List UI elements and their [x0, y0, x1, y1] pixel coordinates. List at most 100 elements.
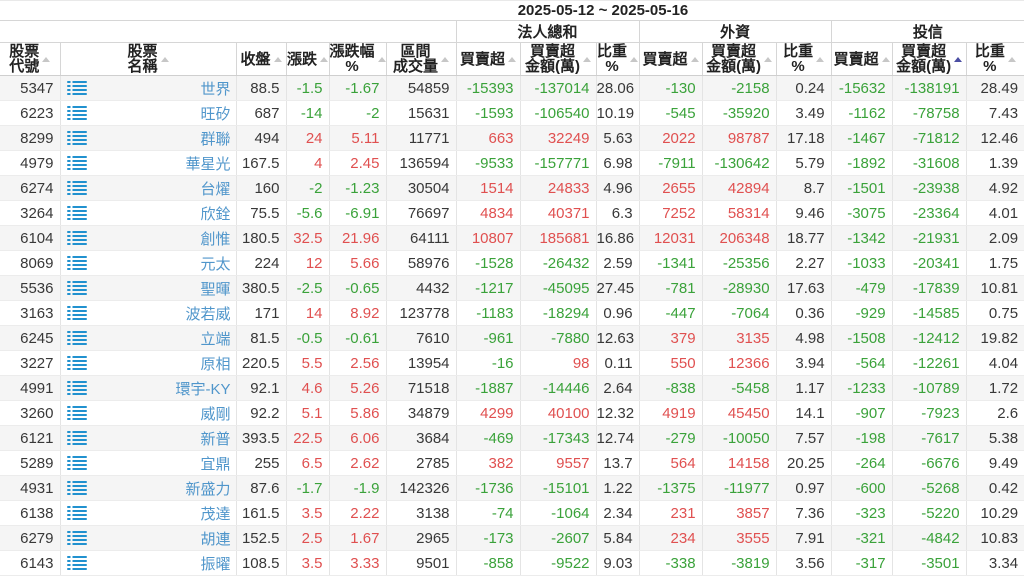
period-volume: 3684: [385, 425, 457, 451]
institutional-weight: 4.96: [595, 175, 640, 201]
stock-name-link[interactable]: 環宇-KY: [175, 380, 231, 398]
trust-amount: -23364: [891, 200, 967, 226]
list-icon[interactable]: [66, 380, 87, 396]
list-icon[interactable]: [66, 205, 87, 221]
col-header-foreign-net[interactable]: 買賣超: [638, 42, 703, 76]
sort-icon[interactable]: [1007, 56, 1016, 62]
foreign-net: 2022: [638, 125, 703, 151]
stock-name-link[interactable]: 波若威: [185, 305, 231, 323]
col-header-change-percent[interactable]: 漲跌幅%: [328, 42, 386, 76]
list-icon[interactable]: [66, 105, 87, 121]
price-change: 4.6: [285, 375, 329, 401]
stock-name-link[interactable]: 茂達: [200, 505, 231, 523]
list-icon[interactable]: [66, 430, 87, 446]
col-header-volume[interactable]: 區間 成交量: [385, 42, 457, 76]
trust-amount: -5268: [891, 475, 967, 501]
close-price: 92.1: [235, 375, 286, 401]
foreign-weight: 14.1: [775, 400, 832, 426]
institutional-net: 1514: [455, 175, 521, 201]
trust-net: -264: [830, 450, 893, 476]
price-change-percent: 5.66: [328, 250, 386, 276]
stock-name-link[interactable]: 立端: [200, 330, 231, 348]
institutional-weight: 12.74: [595, 425, 640, 451]
close-price: 494: [235, 125, 286, 151]
stock-name-link[interactable]: 新盛力: [185, 480, 231, 498]
stock-name-link[interactable]: 威剛: [200, 405, 231, 423]
trust-weight: 1.72: [965, 375, 1024, 401]
close-price: 152.5: [235, 525, 286, 551]
foreign-weight: 9.46: [775, 200, 832, 226]
institutional-net: 4299: [455, 400, 521, 426]
col-header-close[interactable]: 收盤: [235, 42, 286, 76]
trust-amount: -4842: [891, 525, 967, 551]
sort-icon[interactable]: [160, 56, 169, 62]
sort-icon[interactable]: [42, 56, 51, 62]
list-icon[interactable]: [66, 480, 87, 496]
sort-icon[interactable]: [508, 56, 517, 62]
list-icon[interactable]: [66, 555, 87, 571]
sort-icon[interactable]: [320, 56, 328, 62]
stock-name-link[interactable]: 聖暉: [200, 280, 231, 298]
sort-icon[interactable]: [881, 56, 890, 62]
list-icon[interactable]: [66, 130, 87, 146]
price-change: 14: [285, 300, 329, 326]
stock-name-link[interactable]: 華星光: [185, 155, 231, 173]
stock-name-link[interactable]: 原相: [200, 355, 231, 373]
close-price: 393.5: [235, 425, 286, 451]
list-icon[interactable]: [66, 155, 87, 171]
foreign-weight: 4.98: [775, 325, 832, 351]
col-header-institutional-weight[interactable]: 比重%: [595, 42, 640, 76]
stock-name-link[interactable]: 振曜: [200, 555, 231, 573]
list-icon[interactable]: [66, 455, 87, 471]
list-icon[interactable]: [66, 280, 87, 296]
stock-name-link[interactable]: 台燿: [200, 180, 231, 198]
list-icon[interactable]: [66, 530, 87, 546]
stock-name-link[interactable]: 世界: [200, 80, 231, 98]
sort-icon[interactable]: [630, 56, 639, 62]
foreign-amount: -10050: [701, 425, 777, 451]
list-icon[interactable]: [66, 180, 87, 196]
list-icon[interactable]: [66, 505, 87, 521]
col-header-institutional-net[interactable]: 買賣超: [455, 42, 521, 76]
sort-icon[interactable]: [273, 56, 282, 62]
list-icon[interactable]: [66, 330, 87, 346]
col-header-institutional-amount[interactable]: 買賣超 金額(萬): [519, 42, 597, 76]
trust-weight: 3.34: [965, 550, 1024, 576]
col-header-trust-amount[interactable]: 買賣超 金額(萬): [891, 42, 967, 76]
sort-icon[interactable]: [816, 56, 825, 62]
sort-icon[interactable]: [764, 56, 773, 62]
col-header-foreign-weight[interactable]: 比重%: [775, 42, 832, 76]
stock-name-link[interactable]: 元太: [200, 255, 231, 273]
col-header-stock-code[interactable]: 股票 代號: [0, 42, 60, 76]
list-icon[interactable]: [66, 80, 87, 96]
col-header-stock-name[interactable]: 股票 名稱: [59, 42, 236, 76]
sort-icon[interactable]: [690, 56, 699, 62]
col-header-foreign-amount[interactable]: 買賣超 金額(萬): [701, 42, 777, 76]
stock-name-link[interactable]: 胡連: [200, 530, 231, 548]
list-icon[interactable]: [66, 230, 87, 246]
period-volume: 4432: [385, 275, 457, 301]
trust-net: -479: [830, 275, 893, 301]
sort-icon[interactable]: [583, 56, 592, 62]
sort-icon[interactable]: [441, 56, 450, 62]
sort-icon[interactable]: [377, 56, 386, 62]
col-header-change[interactable]: 漲跌: [285, 42, 329, 76]
col-header-trust-net[interactable]: 買賣超: [830, 42, 893, 76]
stock-name-link[interactable]: 旺矽: [200, 105, 231, 123]
stock-name-link[interactable]: 宜鼎: [200, 455, 231, 473]
price-change-percent: 8.92: [328, 300, 386, 326]
institutional-weight: 28.06: [595, 75, 640, 101]
list-icon[interactable]: [66, 305, 87, 321]
stock-name-link[interactable]: 欣銓: [200, 205, 231, 223]
list-icon[interactable]: [66, 355, 87, 371]
list-icon[interactable]: [66, 405, 87, 421]
group-investment-trust: 投信: [830, 21, 1024, 43]
list-icon[interactable]: [66, 255, 87, 271]
stock-name-link[interactable]: 群聯: [200, 130, 231, 148]
trust-weight: 12.46: [965, 125, 1024, 151]
stock-name-link[interactable]: 創惟: [200, 230, 231, 248]
stock-name-link[interactable]: 新普: [200, 430, 231, 448]
stock-name-cell: 宜鼎: [59, 450, 236, 476]
col-header-trust-weight[interactable]: 比重%: [965, 42, 1024, 76]
sort-active-icon[interactable]: [954, 56, 963, 62]
